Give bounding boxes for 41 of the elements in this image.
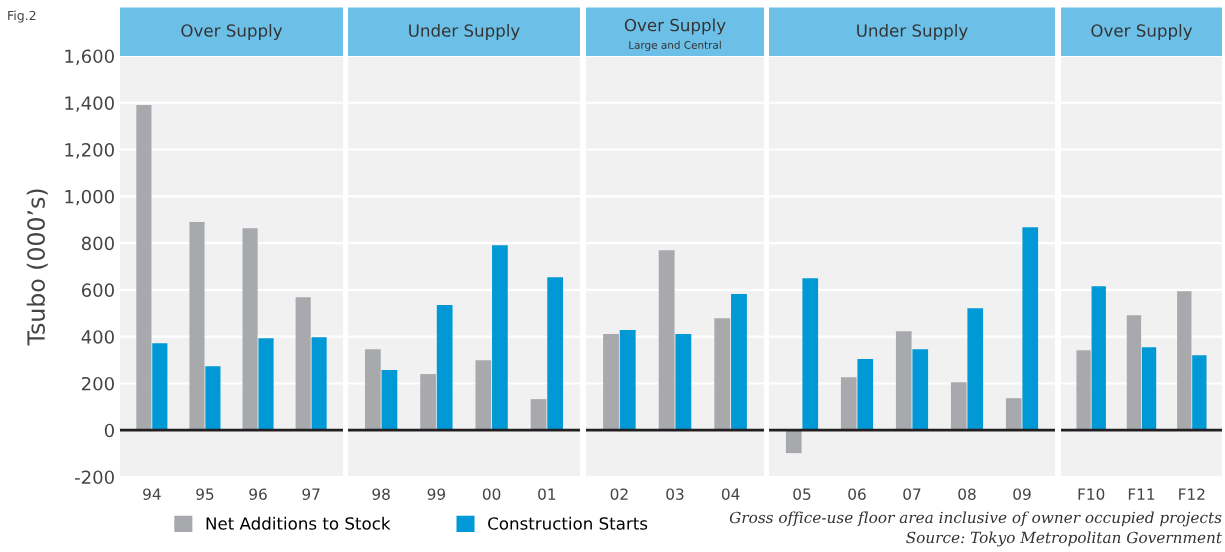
- x-tick-label: 98: [372, 488, 390, 500]
- y-axis-title: Tsubo (000’s): [26, 189, 48, 346]
- source-note: Source: Tokyo Metropolitan Government: [906, 531, 1223, 547]
- x-tick-label: 08: [958, 488, 976, 500]
- y-tick-label: -200: [75, 470, 114, 485]
- y-tick-label: 800: [81, 236, 114, 251]
- legend-label: Construction Starts: [488, 516, 648, 530]
- chart-title: Under Supply: [409, 23, 520, 41]
- chart-title: Over Supply: [624, 18, 726, 35]
- chart-title: Over Supply: [181, 23, 283, 41]
- chart-subtitle: Large and Central: [629, 40, 721, 51]
- x-tick-label: 02: [610, 488, 628, 500]
- x-tick-label: 94: [143, 488, 161, 500]
- text: Gross office-use floor area inclusive of owner occupied projects: [729, 511, 1222, 527]
- chart-title: Over Supply: [1091, 23, 1193, 41]
- y-tick-label: 600: [81, 283, 114, 298]
- y-tick-label: 200: [82, 376, 114, 391]
- y-tick-label: 0: [104, 423, 114, 438]
- y-tick-label: 1,200: [65, 143, 114, 159]
- x-tick-label: 01: [538, 488, 556, 500]
- x-tick-label: 05: [793, 488, 811, 500]
- y-tick-label: 400: [81, 330, 114, 344]
- x-tick-label: 07: [903, 488, 921, 500]
- x-tick-label: 04: [721, 488, 740, 500]
- x-tick-label: 95: [196, 488, 214, 500]
- x-tick-label: F12: [1179, 488, 1205, 500]
- x-tick-label: F11: [1128, 488, 1155, 500]
- x-tick-label: 03: [666, 488, 684, 500]
- x-tick-label: 00: [482, 488, 501, 500]
- caption: Fig.2: [8, 10, 36, 23]
- x-tick-label: 06: [848, 488, 866, 500]
- legend-label: Net Additions to Stock: [206, 516, 391, 530]
- y-tick-label: 1,600: [65, 49, 114, 65]
- x-tick-label: 96: [249, 488, 267, 500]
- x-tick-label: F10: [1078, 488, 1105, 500]
- x-tick-label: 97: [302, 488, 320, 500]
- chart-title: Under Supply: [857, 23, 968, 41]
- y-tick-label: 1,400: [65, 96, 114, 112]
- x-tick-label: 09: [1013, 488, 1031, 500]
- x-tick-label: 99: [427, 488, 446, 500]
- y-tick-label: 1,000: [65, 189, 114, 206]
